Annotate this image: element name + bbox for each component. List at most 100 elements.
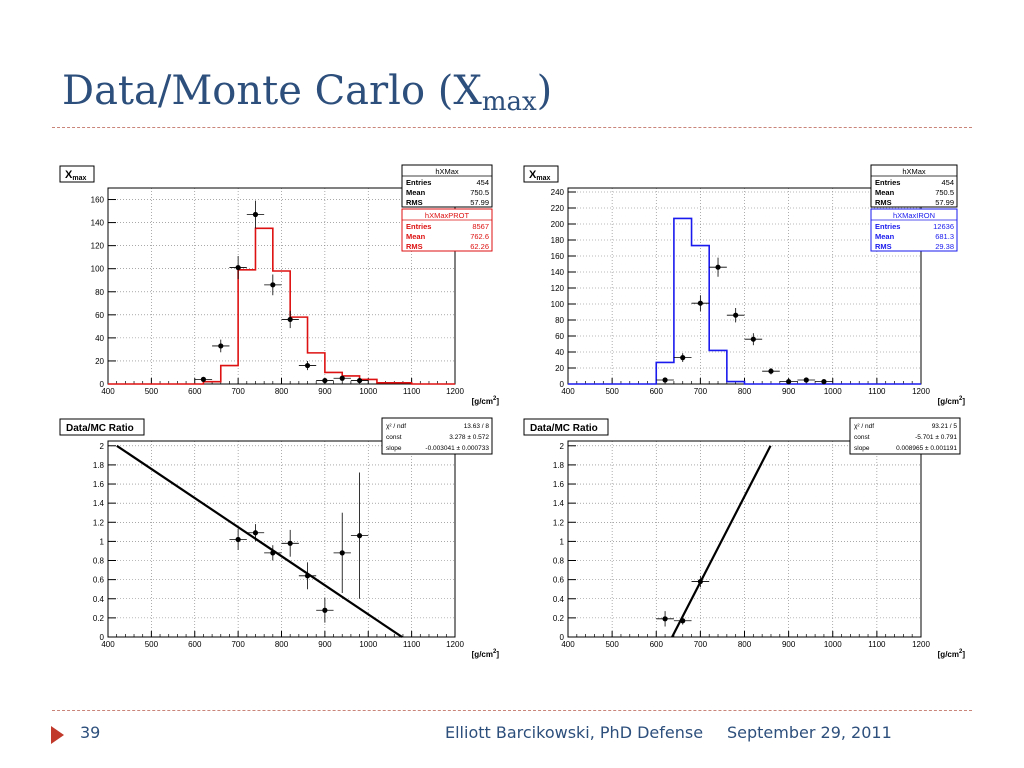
- data-marker: [662, 616, 668, 622]
- stats-box: hXMaxIRON Entries 12636 Mean 681.3 RMS 29.38: [870, 208, 958, 252]
- grid-lines: [568, 441, 921, 637]
- data-point: [691, 295, 710, 312]
- data-points: [656, 257, 833, 385]
- y-tick-label: 1.6: [553, 480, 565, 489]
- chart-xmax-proton-svg: Xmax 400 500 600 700 800 900 1000 1100 1200 0 20 40 6…: [59, 164, 499, 406]
- y-tick-label: 120: [91, 242, 105, 251]
- data-point: [281, 529, 299, 557]
- y-tick-label: 1.2: [553, 518, 565, 527]
- x-tick-label: 700: [694, 387, 708, 396]
- data-point: [656, 611, 674, 627]
- data-marker: [662, 377, 668, 383]
- y-tick-label: 80: [95, 288, 104, 297]
- data-marker: [356, 533, 363, 539]
- y-tick-label: 0.8: [93, 557, 105, 566]
- fit-box-key: χ² / ndf: [854, 423, 874, 430]
- y-tick-label: 1.6: [93, 480, 105, 489]
- fit-box-key: const: [386, 434, 402, 441]
- y-tick-label: 20: [555, 364, 564, 373]
- fit-box-value: 93.21 / 5: [932, 423, 958, 430]
- x-tick-label: 800: [275, 387, 289, 396]
- axes: 400 500 600 700 800 900 1000 1100 1200 0 0.2 0.4 0.6…: [93, 440, 464, 649]
- y-tick-label: 0: [560, 380, 565, 389]
- data-point: [316, 597, 334, 623]
- presenter-name: Elliott Barcikowski, PhD Defense: [445, 723, 704, 742]
- data-point: [229, 256, 247, 280]
- data-point: [194, 376, 213, 382]
- fit-box-value: 13.63 / 8: [464, 423, 490, 430]
- data-marker: [200, 376, 207, 382]
- x-tick-label: 1000: [359, 387, 377, 396]
- data-points: [656, 575, 710, 627]
- data-point: [709, 257, 727, 277]
- data-marker: [680, 355, 686, 361]
- chart-xmax-proton: Xmax 400 500 600 700 800 900 1000 1100 1200 0 20 40 6…: [59, 162, 500, 407]
- fit-box-key: slope: [386, 445, 402, 452]
- plot-frame: [107, 440, 456, 638]
- chart-xmax-iron: Xmax 400 500 600 700 800 900 1000 1100 1200 0 20 40 6…: [523, 162, 976, 407]
- x-tick-label: 1000: [824, 640, 842, 649]
- y-tick-label: 60: [95, 311, 104, 320]
- stats-box-name: hXMaxIRON: [893, 211, 935, 220]
- stats-box-key: Entries: [875, 222, 900, 231]
- x-tick-label: 800: [738, 640, 752, 649]
- chart-ratio-proton: Data/MC Ratio 400 500 600 700 800 900 1000 1100 1…: [59, 415, 500, 660]
- footer-arrow-icon: [51, 726, 64, 744]
- data-point: [229, 528, 247, 550]
- stats-box-key: RMS: [406, 198, 423, 207]
- x-tick-label: 1200: [912, 387, 930, 396]
- mc-histogram: [108, 227, 455, 385]
- stats-box: hXMax Entries 454 Mean 750.5 RMS 57.99: [401, 164, 493, 208]
- fit-box-value: 0.008965 ± 0.001191: [896, 445, 957, 452]
- fit-box-key: slope: [854, 445, 870, 452]
- chart-title-subscript: max: [536, 175, 550, 182]
- data-point: [656, 377, 674, 383]
- stats-box-key: Mean: [406, 232, 426, 241]
- x-tick-label: 700: [231, 387, 245, 396]
- x-tick-label: 1100: [403, 640, 421, 649]
- y-tick-label: 0.6: [553, 576, 565, 585]
- y-tick-label: 180: [551, 236, 565, 245]
- stats-box-frame: [870, 164, 958, 208]
- stats-box-value: 762.6: [470, 232, 489, 241]
- stats-box-value: 8567: [472, 222, 489, 231]
- chart-title-text: Data/MC Ratio: [530, 423, 598, 434]
- x-tick-label: 1200: [446, 640, 464, 649]
- title-divider: [52, 127, 972, 128]
- y-tick-label: 0.4: [93, 595, 105, 604]
- x-axis-label-sup: 2: [493, 396, 497, 402]
- x-tick-label: 1000: [824, 387, 842, 396]
- stats-box: hXMaxPROT Entries 8567 Mean 762.6 RMS 62.26: [401, 208, 493, 252]
- y-tick-label: 220: [551, 204, 565, 213]
- stats-box-value: 62.26: [470, 242, 489, 251]
- y-tick-label: 60: [555, 332, 564, 341]
- data-marker: [235, 536, 241, 543]
- stats-box-key: Entries: [406, 222, 431, 231]
- stats-box-key: RMS: [875, 198, 892, 207]
- stats-box-frame: [401, 164, 493, 208]
- data-point: [333, 375, 351, 381]
- data-marker: [697, 578, 703, 585]
- x-tick-label: 900: [318, 640, 332, 649]
- y-tick-label: 160: [91, 196, 105, 205]
- slide-title-main: Data/Monte Carlo (X: [62, 68, 482, 114]
- y-tick-label: 0.2: [553, 614, 565, 623]
- data-marker: [322, 607, 328, 613]
- chart-title-box: [59, 418, 145, 436]
- stats-box-value: 750.5: [935, 188, 954, 197]
- chart-title-text: Data/MC Ratio: [66, 423, 134, 434]
- x-tick-label: 1100: [403, 387, 421, 396]
- y-tick-label: 140: [91, 219, 105, 228]
- x-tick-label: 1200: [446, 387, 464, 396]
- data-marker: [786, 379, 792, 385]
- data-marker: [287, 540, 293, 546]
- x-tick-label: 800: [275, 640, 289, 649]
- fit-line: [116, 444, 403, 638]
- data-marker: [750, 336, 756, 342]
- data-point: [350, 472, 369, 599]
- data-marker: [322, 377, 328, 384]
- data-marker: [339, 375, 345, 381]
- x-axis-label-main: [g/cm: [938, 650, 959, 659]
- chart-title-box: [59, 165, 95, 183]
- y-tick-label: 1: [100, 537, 105, 546]
